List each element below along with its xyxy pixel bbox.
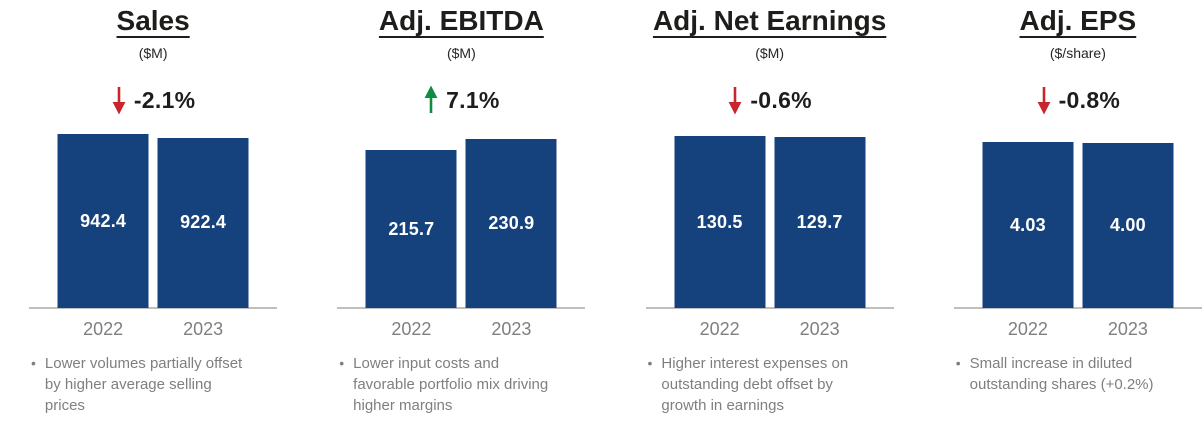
panel-unit: ($M) (755, 45, 785, 61)
note-line: favorable portfolio mix driving (353, 376, 549, 393)
category-label: 2023 (183, 319, 224, 339)
bar-value-label: 942.4 (80, 210, 127, 231)
bars-group: 942.4 922.4 (57, 134, 249, 308)
note-item: Lower input costs and favorable portfolio… (353, 353, 548, 416)
bar-2023: 922.4 (157, 137, 249, 308)
bar-value-label: 4.00 (1109, 215, 1146, 236)
notes-list: • Lower input costs and favorable portfol… (339, 353, 548, 416)
decrease-arrow-icon (727, 85, 743, 115)
change-indicator: 7.1% (423, 84, 500, 116)
kpi-panel: Sales ($M) -2.1% 942.4 922.4 2022 2023 (0, 0, 307, 416)
change-indicator: -0.6% (727, 84, 812, 116)
kpi-panel: Adj. Net Earnings ($M) -0.6% 130.5 129.7 … (616, 0, 924, 416)
change-indicator: -0.8% (1036, 84, 1121, 116)
change-percent: -0.6% (750, 87, 812, 113)
panel-title: Adj. EPS (1019, 5, 1137, 36)
panel-title: Adj. Net Earnings (652, 5, 887, 36)
note-line: prices (44, 397, 85, 414)
increase-arrow-icon (423, 85, 439, 115)
bar-value-label: 230.9 (488, 213, 535, 233)
bar-2023: 230.9 (465, 139, 557, 308)
bars-group: 215.7 230.9 (365, 139, 557, 308)
notes-list: • Small increase in diluted outstanding s… (956, 353, 1154, 395)
baseline-axis (645, 307, 894, 309)
note-item: Higher interest expenses on outstanding d… (661, 353, 848, 416)
bar-value-label: 129.7 (796, 212, 843, 233)
category-label: 2022 (1007, 319, 1048, 339)
bar-2022: 942.4 (57, 134, 149, 308)
bar-chart: 130.5 129.7 (645, 134, 894, 309)
kpi-panel: Adj. EPS ($/share) -0.8% 4.03 4.00 2022 20… (924, 0, 1204, 416)
category-labels: 2022 2023 (674, 318, 865, 340)
bar-chart: 4.03 4.00 (953, 134, 1202, 309)
decrease-arrow-icon (1036, 85, 1052, 115)
bar-value-label: 922.4 (180, 212, 227, 233)
bar-2022: 4.03 (982, 142, 1074, 308)
category-label: 2022 (83, 319, 124, 339)
note-item: Lower volumes partially offset by higher … (45, 353, 242, 416)
bar-2022: 130.5 (674, 136, 766, 308)
panel-title: Sales (116, 5, 190, 36)
note-line: Lower volumes partially offset (44, 355, 243, 372)
bullet-icon: • (31, 355, 36, 371)
bars-group: 4.03 4.00 (982, 142, 1174, 308)
bar-2023: 129.7 (774, 137, 866, 308)
note-line: by higher average selling (44, 376, 212, 393)
category-label: 2022 (391, 319, 432, 339)
note-item: Small increase in diluted outstanding sha… (970, 353, 1154, 395)
change-indicator: -2.1% (111, 84, 196, 116)
category-label: 2022 (699, 319, 740, 339)
notes-list: • Lower volumes partially offset by highe… (31, 353, 242, 416)
note-line: higher margins (353, 397, 453, 414)
bar-chart: 215.7 230.9 (337, 134, 586, 309)
kpi-panels-row: Sales ($M) -2.1% 942.4 922.4 2022 2023 (0, 0, 1204, 416)
bar-chart: 942.4 922.4 (29, 134, 278, 309)
bars-group: 130.5 129.7 (674, 136, 866, 308)
category-labels: 2022 2023 (58, 318, 249, 340)
baseline-axis (29, 307, 278, 309)
change-percent: 7.1% (446, 87, 500, 113)
notes-list: • Higher interest expenses on outstanding… (648, 353, 849, 416)
note-line: Small increase in diluted (969, 355, 1133, 372)
change-percent: -2.1% (133, 87, 196, 113)
note-line: outstanding shares (+0.2%) (969, 376, 1154, 393)
panel-unit: ($M) (138, 45, 168, 61)
baseline-axis (337, 307, 586, 309)
category-label: 2023 (491, 319, 532, 339)
panel-unit: ($/share) (1049, 45, 1106, 61)
panel-title: Adj. EBITDA (378, 5, 544, 36)
bar-value-label: 4.03 (1009, 214, 1046, 235)
bar-value-label: 215.7 (388, 218, 435, 239)
bar-value-label: 130.5 (696, 211, 743, 232)
category-labels: 2022 2023 (366, 318, 557, 340)
note-line: growth in earnings (661, 397, 784, 414)
category-labels: 2022 2023 (982, 318, 1173, 340)
panel-unit: ($M) (446, 45, 476, 61)
category-label: 2023 (799, 319, 840, 339)
change-percent: -0.8% (1058, 87, 1121, 113)
kpi-panel: Adj. EBITDA ($M) 7.1% 215.7 230.9 2022 202… (307, 0, 615, 416)
note-line: Lower input costs and (353, 355, 500, 372)
bar-2023: 4.00 (1082, 143, 1174, 308)
bullet-icon: • (339, 355, 345, 371)
bullet-icon: • (955, 355, 961, 371)
bullet-icon: • (647, 355, 653, 371)
decrease-arrow-icon (111, 85, 127, 115)
category-label: 2023 (1107, 319, 1148, 339)
bar-2022: 215.7 (365, 150, 457, 308)
note-line: Higher interest expenses on (661, 355, 849, 372)
baseline-axis (953, 307, 1202, 309)
note-line: outstanding debt offset by (661, 376, 833, 393)
